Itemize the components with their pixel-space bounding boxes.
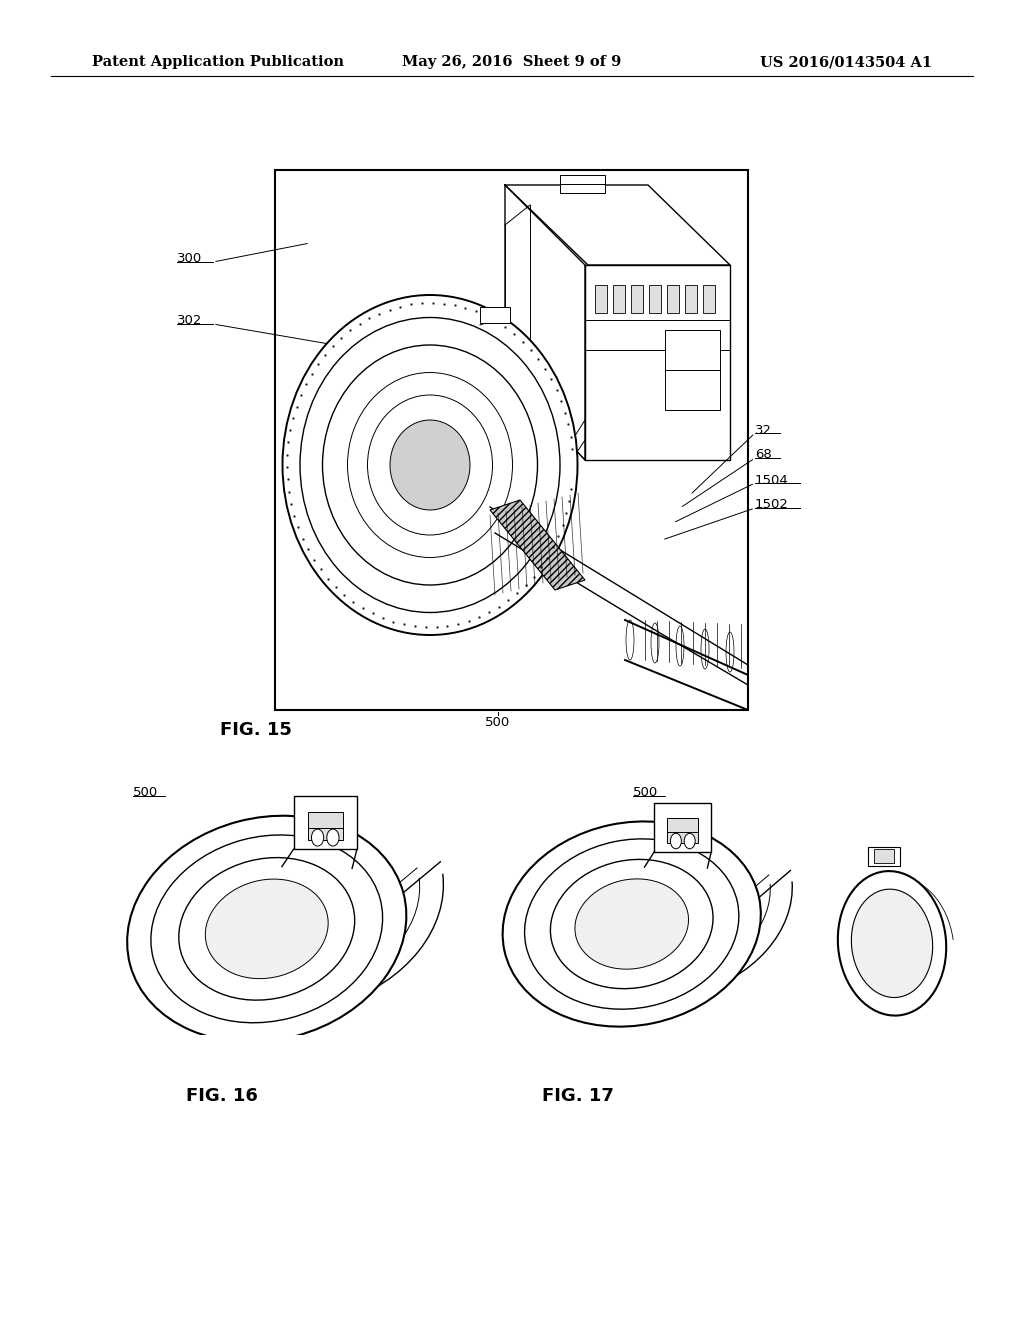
Text: 32: 32 [755,424,772,437]
Ellipse shape [503,821,761,1027]
Text: US 2016/0143504 A1: US 2016/0143504 A1 [760,55,932,69]
Bar [631,285,643,313]
Polygon shape [490,500,585,590]
Bar [649,285,662,313]
Text: 300: 300 [177,252,203,265]
Text: 68: 68 [755,449,772,462]
Bar [667,818,698,843]
Ellipse shape [151,836,383,1023]
Bar [667,285,679,313]
Bar [480,308,510,323]
Bar [685,285,697,313]
Text: 1504: 1504 [755,474,788,487]
Ellipse shape [206,879,328,978]
Ellipse shape [368,395,493,535]
Text: FIG. 17: FIG. 17 [542,1086,614,1105]
Bar [703,285,715,313]
Text: Patent Application Publication: Patent Application Publication [92,55,344,69]
Ellipse shape [390,420,470,510]
Bar [874,849,894,863]
Bar [868,847,900,866]
Ellipse shape [347,372,512,557]
Text: 1502: 1502 [755,499,788,511]
Ellipse shape [127,816,407,1041]
Bar [560,176,605,193]
Text: 500: 500 [633,785,658,799]
Bar [308,812,343,840]
Ellipse shape [327,829,339,846]
Text: FIG. 16: FIG. 16 [186,1086,258,1105]
Bar [613,285,625,313]
Text: May 26, 2016  Sheet 9 of 9: May 26, 2016 Sheet 9 of 9 [402,55,622,69]
Bar [275,170,748,710]
Bar [654,804,712,851]
Ellipse shape [838,871,946,1015]
Ellipse shape [300,318,560,612]
Ellipse shape [311,829,324,846]
Bar [294,796,357,849]
Ellipse shape [524,840,739,1010]
Ellipse shape [851,890,933,998]
Text: 500: 500 [485,715,511,729]
Ellipse shape [684,833,695,849]
Text: FIG. 15: FIG. 15 [220,721,292,739]
Ellipse shape [323,345,538,585]
Ellipse shape [283,294,578,635]
Ellipse shape [179,858,354,1001]
Text: 302: 302 [177,314,203,327]
Text: 500: 500 [133,785,159,799]
Ellipse shape [671,833,681,849]
Bar [665,330,720,411]
Ellipse shape [574,879,688,969]
Ellipse shape [550,859,713,989]
Bar [595,285,607,313]
